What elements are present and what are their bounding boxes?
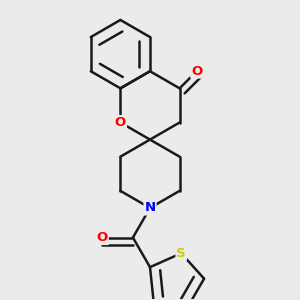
Text: N: N (144, 202, 156, 214)
Text: S: S (176, 247, 186, 260)
Text: O: O (115, 116, 126, 129)
Text: O: O (97, 231, 108, 244)
Text: O: O (191, 64, 202, 78)
